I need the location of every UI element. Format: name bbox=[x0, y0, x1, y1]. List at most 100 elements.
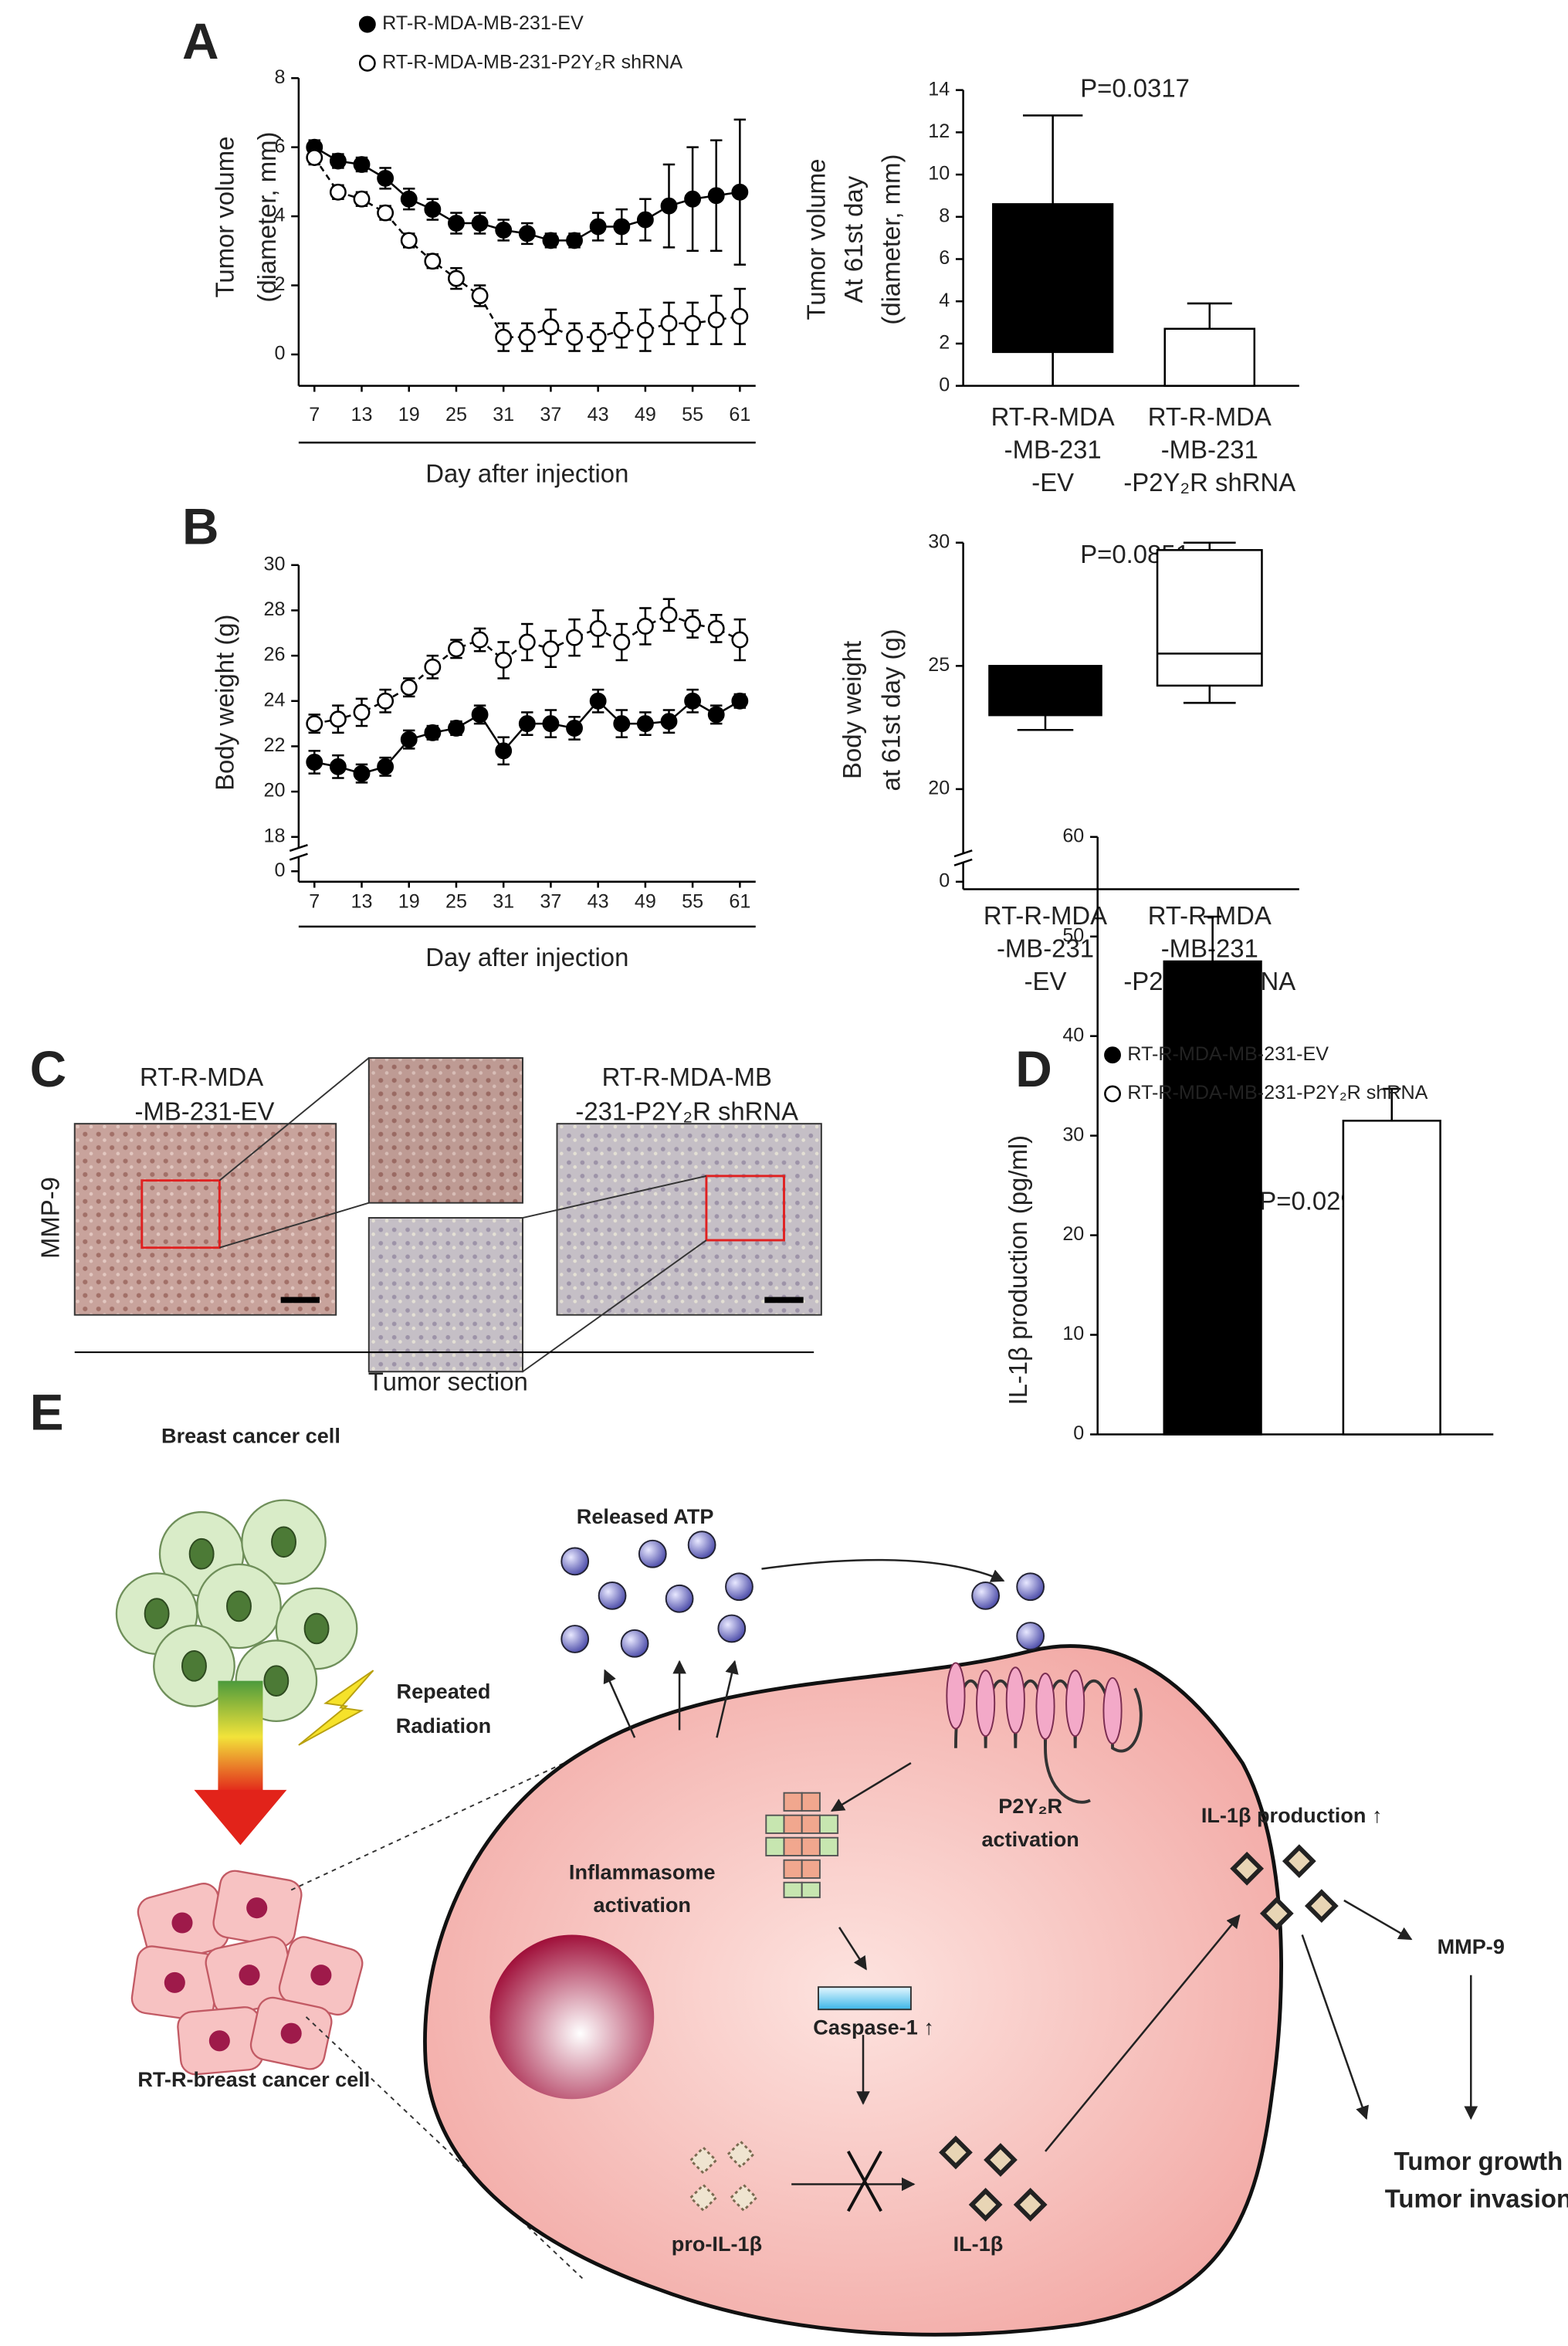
axis-break bbox=[290, 848, 308, 857]
legend-label: RT-R-MDA-MB-231-P2Y₂R shRNA bbox=[382, 51, 682, 73]
marker bbox=[424, 658, 442, 676]
marker bbox=[707, 619, 725, 637]
marker bbox=[613, 321, 631, 339]
x-tick-label: RT-R-MDA bbox=[1148, 402, 1272, 431]
y-tick-label: 0 bbox=[1073, 1422, 1084, 1444]
panel-label: D bbox=[1015, 1040, 1052, 1097]
y-axis-label: at 61st day (g) bbox=[876, 629, 905, 791]
marker bbox=[471, 215, 489, 232]
box bbox=[988, 665, 1102, 717]
diagram-label: IL-1β production ↑ bbox=[1201, 1803, 1383, 1827]
x-tick-label: RT-R-MDA bbox=[991, 402, 1115, 431]
y-tick-label: 30 bbox=[1062, 1124, 1084, 1145]
diagram-label: Inflammasome bbox=[569, 1860, 716, 1883]
marker bbox=[329, 152, 347, 170]
marker bbox=[566, 232, 583, 249]
y-tick-label: 2 bbox=[939, 332, 950, 354]
marker bbox=[353, 190, 371, 208]
bar bbox=[1163, 960, 1262, 1436]
diagram-label: Repeated bbox=[397, 1679, 491, 1703]
legend-marker bbox=[358, 15, 376, 33]
y-tick-label: 0 bbox=[939, 870, 950, 891]
x-tick-label: 31 bbox=[493, 404, 514, 425]
x-tick-label: -MB-231 bbox=[1161, 435, 1258, 463]
diagram-label: RT-R-breast cancer cell bbox=[137, 2067, 370, 2091]
marker bbox=[353, 764, 371, 782]
y-tick-label: 20 bbox=[928, 778, 950, 799]
x-tick-label: 43 bbox=[588, 404, 609, 425]
y-axis-label: Tumor volume bbox=[802, 159, 831, 320]
panel-c-graphics bbox=[73, 1057, 822, 1373]
y-tick-label: 6 bbox=[939, 247, 950, 269]
marker bbox=[448, 270, 465, 287]
y-tick-label: 20 bbox=[263, 780, 285, 802]
marker bbox=[731, 307, 749, 325]
marker bbox=[589, 328, 607, 346]
x-tick-label: -EV bbox=[1031, 468, 1074, 497]
y-axis-label: At 61st day bbox=[839, 175, 868, 303]
x-tick-label: 7 bbox=[309, 404, 320, 425]
marker bbox=[471, 706, 489, 724]
diagram-label: MMP-9 bbox=[1438, 1934, 1505, 1958]
y-tick-label: 26 bbox=[263, 644, 285, 666]
marker bbox=[660, 197, 678, 215]
marker bbox=[684, 615, 702, 632]
x-tick-label: 43 bbox=[588, 891, 609, 913]
marker bbox=[329, 183, 347, 201]
axis-break-mark bbox=[289, 843, 308, 853]
marker bbox=[306, 715, 323, 733]
y-tick-label: 10 bbox=[1062, 1323, 1084, 1344]
x-tick-label: 25 bbox=[445, 891, 467, 913]
y-axis-label: Tumor volume bbox=[211, 137, 239, 298]
image-title: RT-R-MDA bbox=[140, 1063, 263, 1091]
marker bbox=[636, 618, 654, 635]
x-tick-label: 25 bbox=[445, 404, 467, 425]
diagram-label: Breast cancer cell bbox=[161, 1424, 340, 1448]
x-tick-label: 19 bbox=[398, 891, 420, 913]
marker bbox=[660, 606, 678, 624]
diagram-label: Radiation bbox=[396, 1714, 491, 1737]
marker bbox=[306, 754, 323, 771]
marker bbox=[684, 190, 702, 208]
marker bbox=[377, 758, 395, 775]
x-tick-label: RT-R-MDA bbox=[1148, 901, 1272, 930]
marker bbox=[613, 218, 631, 236]
marker bbox=[448, 215, 465, 232]
y-tick-label: 14 bbox=[928, 78, 950, 100]
marker bbox=[731, 692, 749, 710]
row-label: MMP-9 bbox=[36, 1177, 64, 1259]
x-tick-label: 37 bbox=[540, 404, 561, 425]
panel-label: E bbox=[30, 1384, 64, 1441]
x-tick-label: -EV bbox=[1024, 967, 1067, 995]
legend-label: RT-R-MDA-MB-231-EV bbox=[382, 12, 584, 34]
marker bbox=[353, 703, 371, 721]
diagram-graphics bbox=[115, 1499, 1478, 2337]
axis-break bbox=[954, 853, 973, 863]
x-tick-label: 7 bbox=[309, 891, 320, 913]
marker bbox=[589, 218, 607, 236]
y-tick-label: 30 bbox=[928, 531, 950, 552]
marker bbox=[636, 211, 654, 229]
y-tick-label: 2 bbox=[274, 273, 285, 295]
x-tick-label: -MB-231 bbox=[997, 934, 1094, 962]
y-axis-label: (diameter, mm) bbox=[252, 132, 281, 303]
marker bbox=[495, 222, 513, 239]
x-axis-label: Day after injection bbox=[425, 943, 628, 971]
panel-label: A bbox=[182, 12, 218, 69]
y-tick-label: 24 bbox=[263, 689, 285, 710]
y-tick-label: 40 bbox=[1062, 1024, 1084, 1046]
marker bbox=[377, 169, 395, 187]
y-tick-label: 20 bbox=[1062, 1223, 1084, 1245]
y-tick-label: 0 bbox=[274, 343, 285, 364]
series-line bbox=[313, 157, 740, 338]
marker bbox=[542, 318, 560, 336]
marker bbox=[542, 232, 560, 249]
marker bbox=[589, 692, 607, 710]
marker bbox=[707, 706, 725, 724]
marker bbox=[400, 731, 418, 748]
y-tick-label: 8 bbox=[939, 205, 950, 226]
diagram-label: activation bbox=[594, 1893, 691, 1917]
x-tick-label: 55 bbox=[682, 891, 703, 913]
axis-break-mark bbox=[953, 849, 973, 858]
